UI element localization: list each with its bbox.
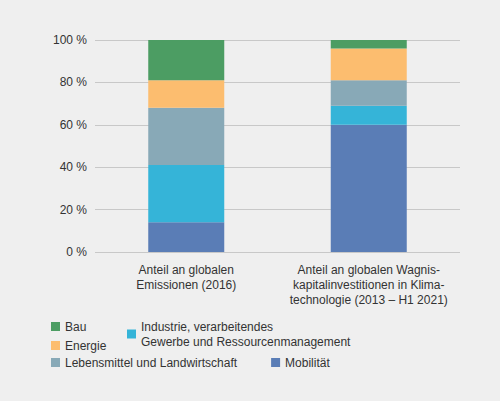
svg-text:Gewerbe und Ressourcenmanageme: Gewerbe und Ressourcenmanagement xyxy=(141,335,351,349)
svg-text:0 %: 0 % xyxy=(66,245,87,259)
svg-text:Anteil an globalen Wagnis-: Anteil an globalen Wagnis- xyxy=(298,263,440,277)
svg-text:80 %: 80 % xyxy=(60,75,88,89)
svg-text:Industrie, verarbeitendes: Industrie, verarbeitendes xyxy=(141,320,273,334)
svg-text:Mobilität: Mobilität xyxy=(285,356,330,370)
svg-text:100 %: 100 % xyxy=(53,33,87,47)
svg-text:Energie: Energie xyxy=(65,339,107,353)
svg-text:20 %: 20 % xyxy=(60,203,88,217)
svg-text:Bau: Bau xyxy=(65,320,86,334)
svg-text:Lebensmittel und Landwirtschaf: Lebensmittel und Landwirtschaft xyxy=(65,356,238,370)
svg-text:40 %: 40 % xyxy=(60,160,88,174)
svg-text:60 %: 60 % xyxy=(60,118,88,132)
svg-text:Emissionen (2016): Emissionen (2016) xyxy=(136,278,236,292)
svg-text:kapitalinvestitionen in Klima-: kapitalinvestitionen in Klima- xyxy=(293,278,444,292)
svg-text:technologie (2013 – H1 2021): technologie (2013 – H1 2021) xyxy=(290,293,448,307)
svg-text:Anteil an globalen: Anteil an globalen xyxy=(139,263,234,277)
